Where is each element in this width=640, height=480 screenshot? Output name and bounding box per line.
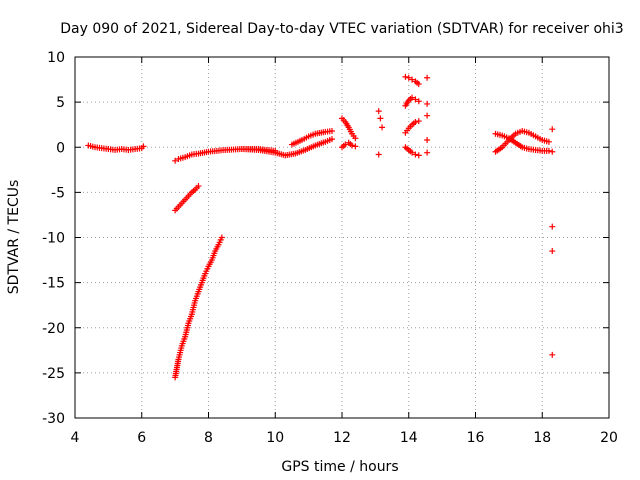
data-point xyxy=(328,128,335,135)
data-point xyxy=(402,73,409,80)
x-tick-label: 16 xyxy=(467,430,485,446)
data-point xyxy=(172,157,179,164)
data-point xyxy=(412,151,419,158)
x-axis-label: GPS time / hours xyxy=(281,459,398,475)
data-point xyxy=(218,234,225,241)
y-tick-label: -5 xyxy=(51,185,65,201)
y-axis-label: SDTVAR / TECUs xyxy=(6,180,22,295)
series-arc-j xyxy=(402,94,422,109)
chart-title: Day 090 of 2021, Sidereal Day-to-day VTE… xyxy=(60,21,623,37)
series-arc-d xyxy=(172,234,225,381)
series-isolated-a xyxy=(375,108,386,158)
data-point xyxy=(328,136,335,143)
x-tick-label: 8 xyxy=(204,430,213,446)
data-point xyxy=(409,94,416,101)
data-point xyxy=(195,183,202,190)
series-arc-n xyxy=(492,130,556,155)
y-tick-label: 5 xyxy=(56,95,65,111)
data-point xyxy=(549,126,556,133)
data-point xyxy=(409,76,416,83)
data-point xyxy=(412,118,419,125)
data-point xyxy=(549,148,556,155)
data-point xyxy=(424,137,431,144)
x-tick-label: 20 xyxy=(600,430,618,446)
data-point xyxy=(424,100,431,107)
data-point xyxy=(549,248,556,255)
y-tick-label: -20 xyxy=(42,321,65,337)
grid xyxy=(75,57,609,418)
data-point xyxy=(412,96,419,103)
x-tick-label: 14 xyxy=(400,430,418,446)
data-point xyxy=(415,81,422,88)
data-point xyxy=(349,142,356,149)
data-point xyxy=(405,74,412,81)
x-tick-label: 10 xyxy=(266,430,284,446)
series-arc-a xyxy=(85,142,147,153)
x-tick-label: 4 xyxy=(71,430,80,446)
series-arc-k xyxy=(402,118,422,136)
data-point xyxy=(377,115,384,122)
y-tick-label: -10 xyxy=(42,231,65,247)
data-point xyxy=(424,112,431,119)
x-tick-label: 18 xyxy=(533,430,551,446)
data-point xyxy=(545,147,552,154)
data-point xyxy=(424,74,431,81)
series-arc-c xyxy=(172,183,202,214)
data-point xyxy=(549,223,556,230)
x-tick-label: 12 xyxy=(333,430,351,446)
data-points xyxy=(85,73,556,381)
data-point xyxy=(352,143,359,150)
data-point xyxy=(379,124,386,131)
data-point xyxy=(375,108,382,115)
y-tick-label: 0 xyxy=(56,140,65,156)
data-point xyxy=(424,149,431,156)
series-arc-g xyxy=(339,115,359,142)
data-point xyxy=(409,149,416,156)
data-point xyxy=(342,141,349,148)
series-arc-h xyxy=(339,139,359,151)
data-point xyxy=(545,138,552,145)
y-tick-label: -15 xyxy=(42,276,65,292)
data-point xyxy=(415,98,422,105)
series-arc-l xyxy=(402,144,422,159)
data-point xyxy=(549,351,556,358)
data-point xyxy=(415,152,422,159)
data-point xyxy=(375,151,382,158)
data-point xyxy=(352,135,359,142)
series-isolated-c xyxy=(549,126,556,358)
data-point xyxy=(415,118,422,125)
series-arc-i xyxy=(402,73,422,88)
y-tick-label: 10 xyxy=(47,50,65,66)
y-tick-label: -25 xyxy=(42,366,65,382)
series-arc-f xyxy=(288,128,335,148)
x-tick-label: 6 xyxy=(137,430,146,446)
series-isolated-b xyxy=(424,74,431,156)
axis-ticks: 4 6 8 10 12 14 16 18 20 -30 -25 -20 -15 -10 -5 0 5 10 xyxy=(42,50,618,446)
y-tick-label: -30 xyxy=(42,411,65,427)
series-arc-e xyxy=(238,136,335,159)
series-arc-m xyxy=(492,128,552,155)
data-point xyxy=(140,143,147,150)
